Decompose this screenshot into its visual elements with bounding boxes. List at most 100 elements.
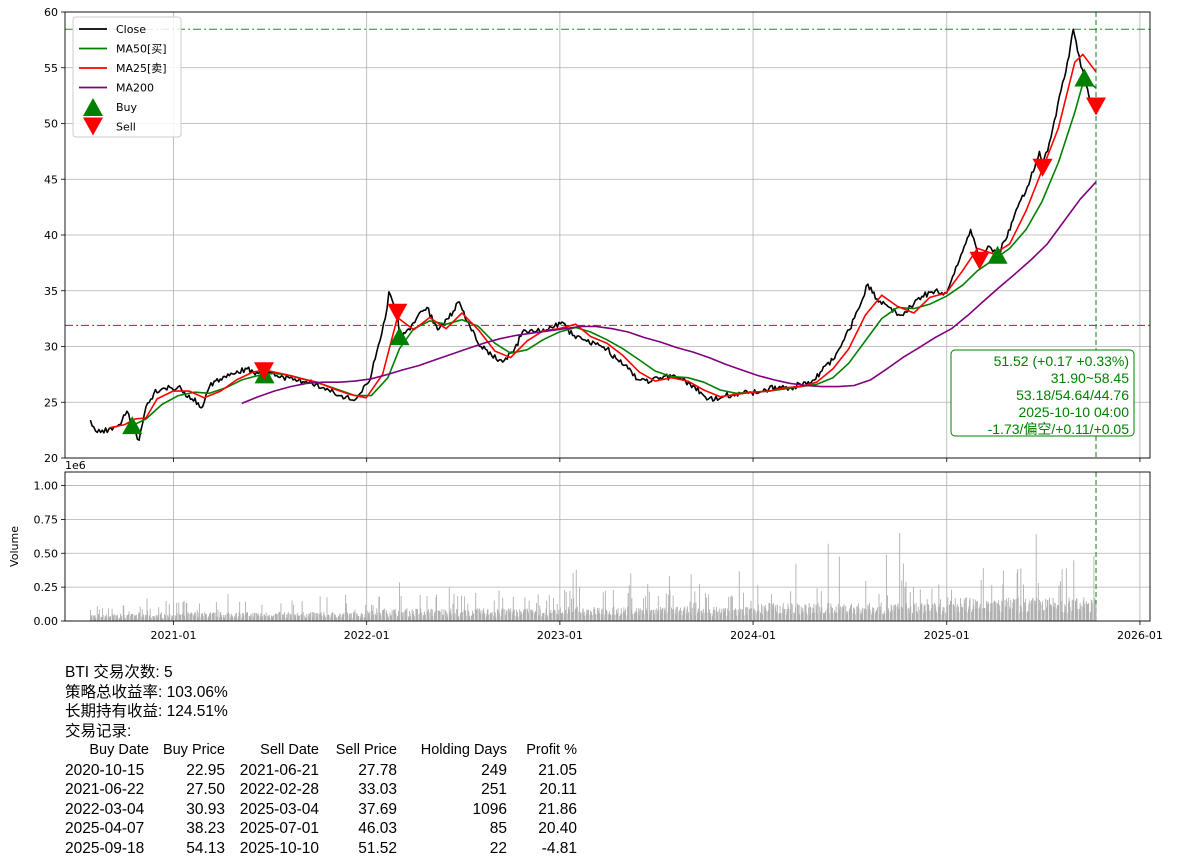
volume-bar bbox=[803, 612, 804, 621]
volume-bar bbox=[362, 614, 363, 621]
volume-bar bbox=[573, 599, 574, 621]
volume-bar bbox=[795, 564, 796, 621]
volume-bar bbox=[558, 610, 559, 621]
volume-bar bbox=[718, 611, 719, 621]
volume-bar bbox=[925, 611, 926, 621]
volume-bar bbox=[499, 613, 500, 621]
volume-bar bbox=[810, 607, 811, 621]
volume-bar bbox=[214, 613, 215, 621]
volume-bar bbox=[236, 613, 237, 621]
volume-bar bbox=[1040, 602, 1041, 621]
trade-cell: 22 bbox=[397, 839, 507, 858]
volume-bar bbox=[255, 613, 256, 621]
volume-bar bbox=[521, 614, 522, 621]
volume-bar bbox=[1066, 568, 1067, 621]
volume-bar bbox=[581, 613, 582, 621]
info-box-line: -1.73/偏空/+0.11/+0.05 bbox=[988, 421, 1130, 437]
trade-cell: 2020-10-15 bbox=[65, 761, 149, 781]
volume-bar bbox=[477, 608, 478, 621]
trade-cell: 30.93 bbox=[149, 800, 225, 820]
col-header: Profit % bbox=[507, 741, 577, 761]
volume-bar bbox=[703, 609, 704, 621]
volume-bar bbox=[381, 615, 382, 621]
trade-cell: 21.86 bbox=[507, 800, 577, 820]
volume-bar bbox=[403, 612, 404, 621]
trade-cell: 2025-04-07 bbox=[65, 819, 149, 839]
trade-cell: 2025-10-10 bbox=[225, 839, 319, 858]
volume-bar bbox=[940, 599, 941, 621]
volume-bar bbox=[458, 616, 459, 621]
volume-bar bbox=[292, 600, 293, 621]
strategy-return: 策略总收益率: 103.06% bbox=[65, 683, 665, 703]
volume-bar bbox=[432, 616, 433, 621]
price-y-tick-label: 50 bbox=[44, 118, 58, 131]
x-tick-label: 2025-01 bbox=[924, 629, 970, 642]
volume-bar bbox=[569, 591, 570, 621]
x-tick-label: 2022-01 bbox=[344, 629, 390, 642]
volume-bar bbox=[970, 598, 971, 621]
volume-bar bbox=[269, 617, 270, 621]
volume-bar bbox=[755, 610, 756, 621]
volume-bar bbox=[699, 584, 700, 621]
volume-bar bbox=[947, 597, 948, 621]
price-y-tick-label: 60 bbox=[44, 6, 58, 19]
volume-bar bbox=[358, 616, 359, 621]
volume-bar bbox=[469, 616, 470, 621]
volume-bar bbox=[784, 609, 785, 621]
volume-bar bbox=[99, 610, 100, 621]
volume-y-tick-label: 0.25 bbox=[34, 581, 59, 594]
x-tick-label: 2024-01 bbox=[730, 629, 776, 642]
volume-bar bbox=[336, 618, 337, 621]
volume-bar bbox=[710, 613, 711, 621]
trade-cell: 2021-06-22 bbox=[65, 780, 149, 800]
volume-bar bbox=[92, 615, 93, 621]
volume-bar bbox=[670, 590, 671, 621]
volume-bar bbox=[184, 616, 185, 621]
volume-bar bbox=[425, 615, 426, 621]
volume-bar bbox=[140, 607, 141, 621]
volume-bar bbox=[607, 611, 608, 621]
volume-bar bbox=[825, 611, 826, 621]
volume-bar bbox=[232, 617, 233, 621]
volume-bar bbox=[773, 603, 774, 621]
volume-bar bbox=[632, 614, 633, 621]
volume-bar bbox=[873, 608, 874, 621]
volume-bar bbox=[321, 616, 322, 621]
volume-bar bbox=[862, 608, 863, 621]
trade-cell: 2025-07-01 bbox=[225, 819, 319, 839]
volume-bar bbox=[695, 602, 696, 621]
volume-bar bbox=[1014, 600, 1015, 621]
volume-bar bbox=[262, 616, 263, 621]
volume-bar bbox=[258, 616, 259, 621]
volume-bar bbox=[529, 601, 530, 621]
buy-marker bbox=[1074, 68, 1094, 86]
volume-bar bbox=[1070, 607, 1071, 621]
volume-bar bbox=[966, 597, 967, 621]
volume-bar bbox=[410, 616, 411, 621]
volume-y-tick-label: 0.50 bbox=[34, 547, 59, 560]
trade-cell: 2022-03-04 bbox=[65, 800, 149, 820]
trade-cell: 2025-09-18 bbox=[65, 839, 149, 858]
volume-bar bbox=[736, 616, 737, 621]
volume-bar bbox=[1044, 610, 1045, 621]
volume-bar bbox=[1062, 612, 1063, 621]
col-header: Buy Price bbox=[149, 741, 225, 761]
volume-bar bbox=[777, 605, 778, 621]
volume-bar bbox=[870, 609, 871, 621]
volume-bar bbox=[999, 605, 1000, 621]
volume-bar bbox=[377, 612, 378, 621]
volume-bar bbox=[229, 614, 230, 621]
volume-bar bbox=[1059, 586, 1060, 621]
volume-bar bbox=[340, 614, 341, 621]
volume-bar bbox=[284, 612, 285, 621]
volume-bar bbox=[540, 609, 541, 621]
volume-bar bbox=[673, 609, 674, 621]
volume-bar bbox=[121, 616, 122, 621]
volume-bar bbox=[592, 615, 593, 621]
volume-bar bbox=[143, 617, 144, 621]
volume-bar bbox=[173, 604, 174, 621]
volume-bar bbox=[836, 613, 837, 621]
volume-bar bbox=[114, 614, 115, 621]
volume-bar bbox=[944, 608, 945, 621]
volume-bar bbox=[1055, 603, 1056, 621]
